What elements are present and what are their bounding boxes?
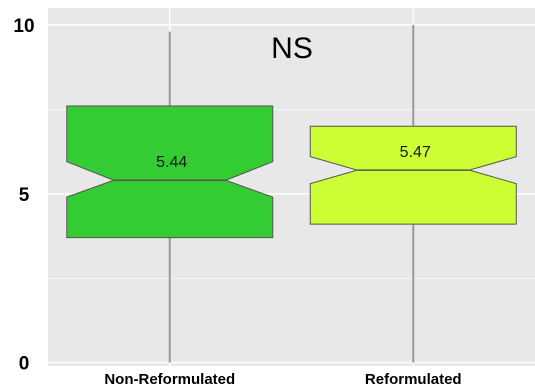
- y-tick-label: 0: [19, 354, 30, 375]
- y-tick-label: 10: [13, 16, 34, 37]
- box-body: [66, 105, 274, 239]
- significance-annotation: NS: [271, 32, 313, 65]
- mean-label: 5.47: [400, 144, 431, 161]
- boxes: [66, 105, 517, 239]
- x-category-labels: Non-Reformulated Reformulated: [104, 371, 461, 388]
- x-category-label: Non-Reformulated: [104, 371, 235, 388]
- y-tick-label: 5: [19, 185, 30, 206]
- y-tick-labels: 0 5 10: [13, 16, 34, 375]
- mean-labels: 5.44 5.47: [156, 144, 431, 171]
- box-body: [309, 125, 517, 225]
- mean-label: 5.44: [156, 154, 187, 171]
- x-category-label: Reformulated: [365, 371, 462, 388]
